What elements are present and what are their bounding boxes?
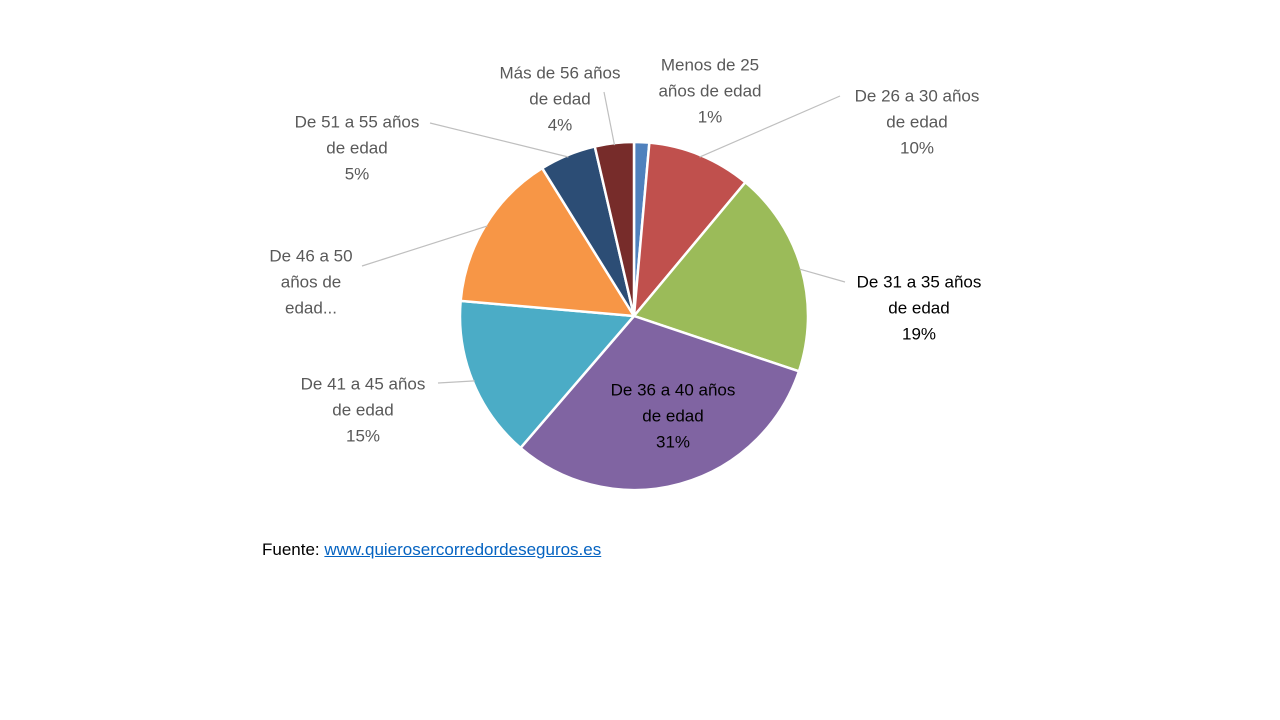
pie-slice-2 bbox=[632, 141, 747, 318]
slice-label-5: De 41 a 45 años de edad 15% bbox=[301, 374, 426, 445]
slice-label-6: De 46 a 50 años de edad... bbox=[269, 246, 352, 317]
slice-label-7: De 51 a 55 años de edad 5% bbox=[295, 112, 420, 183]
leader-line-3 bbox=[799, 268, 846, 283]
pie-slice-6 bbox=[459, 166, 636, 318]
slice-labels: Menos de 25 años de edad 1% De 26 a 30 años… bbox=[269, 55, 981, 451]
source-link[interactable]: www.quierosercorredordeseguros.es bbox=[324, 540, 602, 559]
slice-label-3: De 31 a 35 años de edad 19% bbox=[857, 272, 982, 343]
pie-slice-4 bbox=[519, 314, 801, 492]
pie-slices bbox=[458, 140, 810, 492]
leader-line-7 bbox=[429, 122, 569, 158]
slice-label-2: De 26 a 30 años de edad 10% bbox=[855, 86, 980, 157]
leader-line-8 bbox=[603, 91, 616, 146]
source-note: Fuente: www.quierosercorredordeseguros.e… bbox=[262, 540, 601, 560]
slice-label-4: De 36 a 40 años de edad 31% bbox=[611, 380, 736, 451]
slice-label-1: Menos de 25 años de edad 1% bbox=[658, 55, 761, 126]
leader-line-6 bbox=[361, 225, 488, 267]
pie-slice-3 bbox=[632, 181, 810, 373]
leader-lines bbox=[361, 91, 846, 384]
slice-label-8: Más de 56 años de edad 4% bbox=[500, 63, 621, 134]
pie-slice-5 bbox=[458, 299, 636, 450]
source-prefix: Fuente: bbox=[262, 540, 325, 559]
leader-line-5 bbox=[437, 380, 475, 384]
leader-line-2 bbox=[699, 95, 841, 158]
